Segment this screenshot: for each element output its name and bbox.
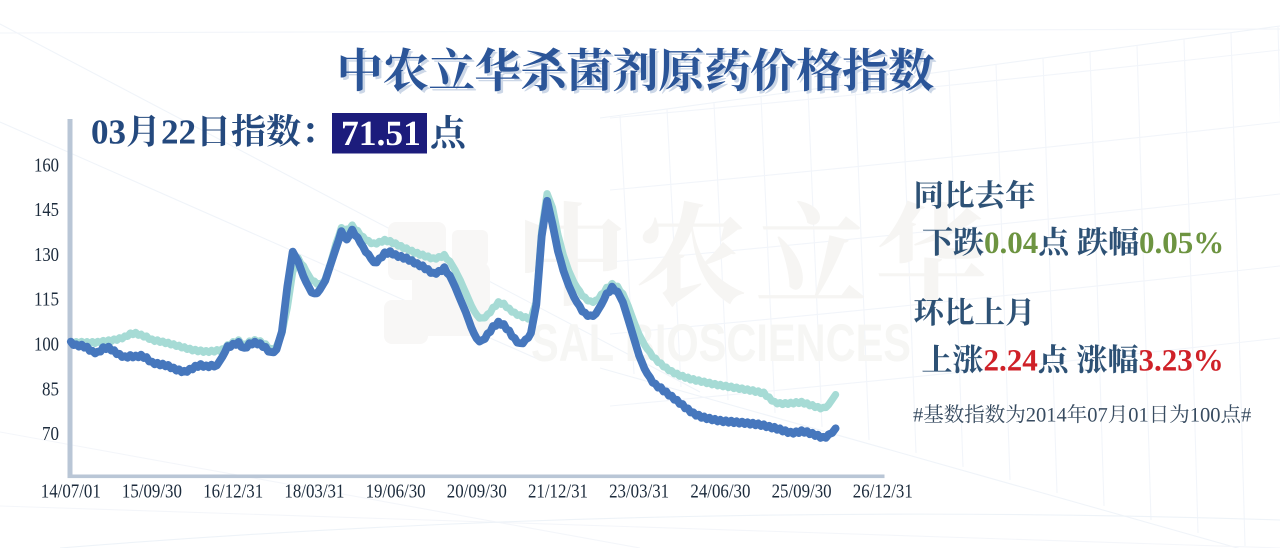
svg-text:115: 115 [34,289,59,311]
svg-text:145: 145 [34,199,59,221]
svg-text:160: 160 [34,154,59,176]
svg-text:24/06/30: 24/06/30 [690,481,750,503]
svg-text:25/09/30: 25/09/30 [772,481,832,503]
svg-text:14/07/01: 14/07/01 [41,481,101,503]
svg-text:130: 130 [34,244,59,266]
svg-text:19/06/30: 19/06/30 [366,481,426,503]
svg-text:26/12/31: 26/12/31 [853,481,913,503]
svg-text:SAL BIOSCIENCES: SAL BIOSCIENCES [531,314,911,373]
svg-text:15/09/30: 15/09/30 [122,481,182,503]
svg-text:21/12/31: 21/12/31 [528,481,588,503]
svg-text:20/09/30: 20/09/30 [447,481,507,503]
svg-text:23/03/31: 23/03/31 [609,481,669,503]
svg-text:18/03/31: 18/03/31 [284,481,344,503]
svg-text:100: 100 [34,334,59,356]
svg-text:85: 85 [42,378,59,400]
svg-text:70: 70 [42,423,59,445]
svg-text:16/12/31: 16/12/31 [203,481,263,503]
